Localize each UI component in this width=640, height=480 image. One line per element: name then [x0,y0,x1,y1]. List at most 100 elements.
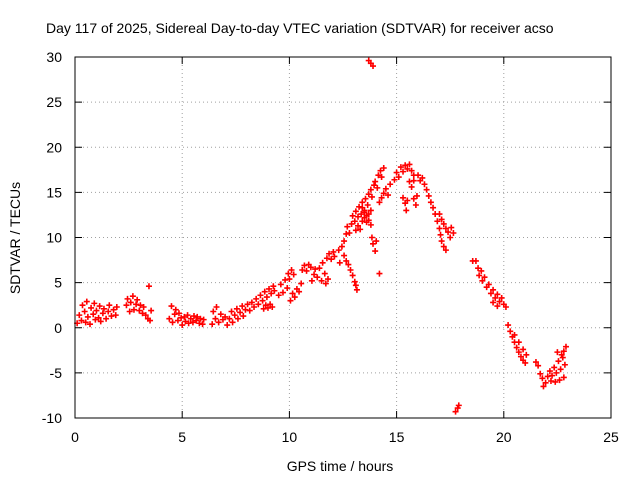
data-point [166,315,173,322]
data-point [447,234,454,241]
data-point [513,344,520,351]
data-point [363,212,370,219]
data-point [271,287,278,294]
data-point [490,286,497,293]
data-point [367,221,374,228]
data-point [359,218,366,225]
data-point [257,292,264,299]
data-point [487,290,494,297]
x-axis-label: GPS time / hours [287,458,394,474]
data-point [419,174,426,181]
data-point [322,280,329,287]
data-point [217,311,224,318]
data-point [370,240,377,247]
data-point [351,278,358,285]
data-point [93,307,100,314]
data-point [76,312,83,319]
data-point [264,304,271,311]
data-point [537,370,544,377]
y-tick-labels: -10 -5 0 5 10 15 20 25 30 [42,49,62,426]
data-point [427,199,434,206]
data-point [385,192,392,199]
data-point [190,313,197,320]
data-point [268,290,275,297]
data-point [452,408,459,415]
data-point [81,308,88,315]
data-point [505,322,512,329]
data-point [421,181,428,188]
data-point [553,369,560,376]
data-point [450,229,457,236]
data-point [356,203,363,210]
data-point [368,234,375,241]
data-point [248,299,255,306]
data-point [442,247,449,254]
data-point [365,217,372,224]
data-point [349,272,356,279]
data-point [331,253,338,260]
data-point [355,213,362,220]
data-point [83,298,90,305]
data-point [113,303,120,310]
data-point [240,313,247,320]
data-point [171,311,178,318]
data-point [78,317,85,324]
data-point [520,346,527,353]
data-point [288,266,295,273]
x-tick-labels: 0 5 10 15 20 25 [71,429,619,445]
data-point [212,315,219,322]
data-point [323,255,330,262]
data-point [303,267,310,274]
data-point [178,314,185,321]
data-point [87,321,94,328]
data-point [324,276,331,283]
data-point [95,314,102,321]
data-point [560,348,567,355]
data-point [357,226,364,233]
data-point [406,178,413,185]
data-point [376,270,383,277]
data-point [476,272,483,279]
data-point [404,197,411,204]
data-point [289,290,296,297]
data-point [237,309,244,316]
data-point [330,248,337,255]
data-point [445,229,452,236]
data-point [260,305,267,312]
data-point [408,167,415,174]
data-point [226,315,233,322]
data-point [229,319,236,326]
data-point [215,319,222,326]
data-point [233,305,240,312]
data-point [373,238,380,245]
data-point [562,343,569,350]
x-tick-label: 25 [603,429,619,445]
data-point [301,262,308,269]
data-point [436,225,443,232]
y-tick-label: 10 [46,230,62,246]
data-point [560,374,567,381]
data-point [209,321,216,328]
data-point [496,298,503,305]
data-point [308,277,315,284]
data-point [475,265,482,272]
data-point [112,312,119,319]
data-point [314,274,321,281]
data-point [353,286,360,293]
data-point [347,266,354,273]
data-point [442,225,449,232]
data-point [481,274,488,281]
data-point [423,186,430,193]
data-point [406,161,413,168]
data-point [189,319,196,326]
data-point [251,303,258,310]
data-point [540,383,547,390]
data-point [436,211,443,218]
data-point [335,247,342,254]
data-point [147,317,154,324]
data-point [336,259,343,266]
data-point [246,307,253,314]
data-point [142,312,149,319]
data-point [371,182,378,189]
